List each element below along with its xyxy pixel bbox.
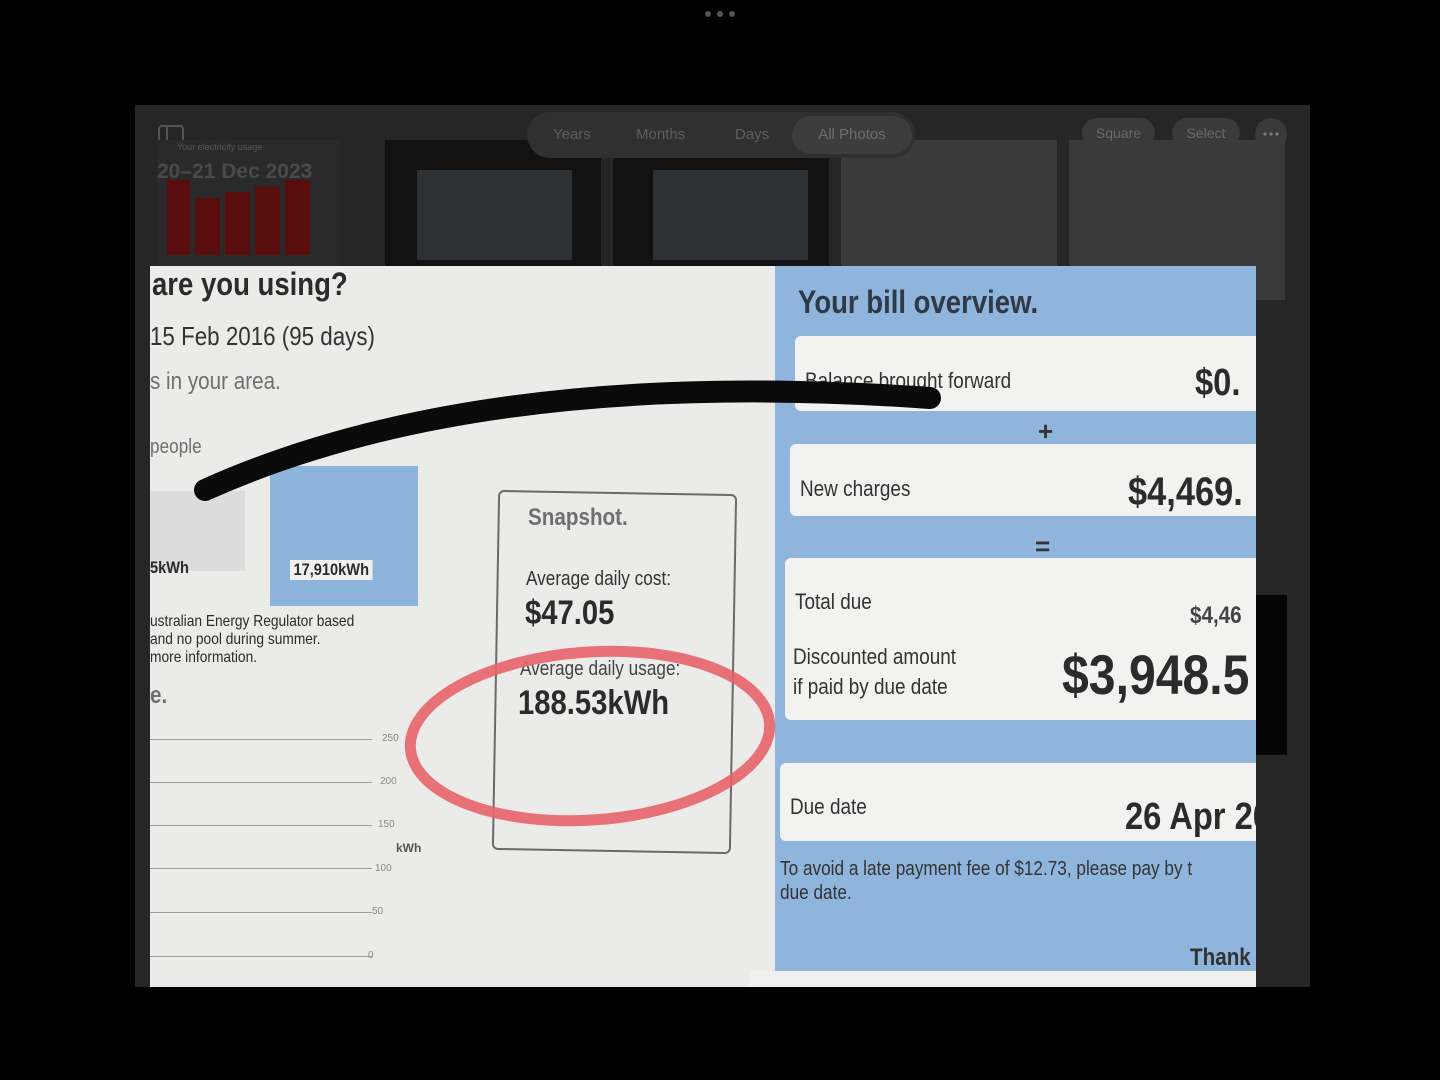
chart-line <box>150 782 372 783</box>
more-button[interactable] <box>1255 118 1287 150</box>
select-button[interactable]: Select <box>1172 118 1240 148</box>
usage-value: 188.53kWh <box>518 684 670 722</box>
window-handle[interactable] <box>700 8 740 20</box>
square-button[interactable]: Square <box>1082 118 1155 148</box>
bill-row <box>780 763 1256 841</box>
thumb-bar <box>225 192 250 255</box>
thumb-bar <box>167 180 190 255</box>
discount-label: if paid by due date <box>793 674 948 699</box>
period: 15 Feb 2016 (95 days) <box>150 321 375 351</box>
redaction-stroke <box>194 380 941 501</box>
bill-title: Your bill overview. <box>798 284 1039 320</box>
equals-sign: = <box>1035 531 1051 561</box>
axis-tick: 150 <box>378 819 395 830</box>
tab[interactable]: Months <box>636 126 686 143</box>
balance-value: $0. <box>1195 362 1241 404</box>
photo-viewer: are you using? 15 Feb 2016 (95 days) s i… <box>150 266 1256 987</box>
thumb-bar <box>195 198 220 255</box>
chart-line <box>150 868 372 869</box>
thumb-caption: Your electricity usage <box>177 142 263 152</box>
usage-bar <box>270 466 418 606</box>
cost-value: $47.05 <box>525 594 615 632</box>
thanks-text: Thank <box>1190 944 1251 971</box>
bill-edge <box>750 971 1256 987</box>
new-charges-label: New charges <box>800 476 911 501</box>
plus-sign: + <box>1038 416 1054 446</box>
due-date-label: Due date <box>790 794 867 819</box>
cost-label: Average daily cost: <box>526 568 672 590</box>
bill-row <box>790 444 1256 516</box>
axis-tick: 100 <box>375 863 392 874</box>
annotations <box>194 380 941 827</box>
note-line: and no pool during summer. <box>150 631 321 648</box>
thumb-date: 20–21 Dec 2023 <box>157 160 313 183</box>
heading: are you using? <box>152 266 348 302</box>
tab-selected[interactable]: All Photos <box>792 116 912 154</box>
tab[interactable]: Years <box>553 126 591 143</box>
people-text: people <box>150 436 202 458</box>
usage-label: Average daily usage: <box>520 658 681 680</box>
chart-line <box>150 739 372 740</box>
segmented-control: Years Months Days All Photos <box>527 112 915 158</box>
axis-tick: 200 <box>380 776 397 787</box>
axis-unit: kWh <box>396 841 422 855</box>
highlight-circle <box>404 645 776 827</box>
bill-row <box>785 558 1256 720</box>
note-line: ustralian Energy Regulator based <box>150 613 355 630</box>
total-due-value: $4,46 <box>1190 602 1242 629</box>
late-fee-note: due date. <box>780 882 852 904</box>
axis-tick: 250 <box>382 733 399 744</box>
bar-label: 17,910kWh <box>290 560 373 580</box>
due-date-value: 26 Apr 20 <box>1125 796 1256 838</box>
chart-line <box>150 912 372 913</box>
usage-bar <box>150 491 245 571</box>
total-due-label: Total due <box>795 589 872 614</box>
thumb-bar <box>255 187 280 255</box>
note-line: more information. <box>150 649 258 666</box>
area-text: s in your area. <box>150 368 281 395</box>
new-charges-value: $4,469. <box>1128 470 1243 514</box>
late-fee-note: To avoid a late payment fee of $12.73, p… <box>780 858 1193 880</box>
axis-tick: 50 <box>372 906 384 917</box>
thumb-bar <box>285 180 310 255</box>
axis-tick: 0 <box>368 950 374 961</box>
chart-line <box>150 825 372 826</box>
section-text: e. <box>150 682 168 709</box>
tab[interactable]: Days <box>735 126 770 143</box>
bar-label: 5kWh <box>150 558 189 577</box>
discount-label: Discounted amount <box>793 644 957 669</box>
chart-line <box>150 956 372 957</box>
snapshot-title: Snapshot. <box>528 504 628 531</box>
discount-value: $3,948.5 <box>1062 643 1250 706</box>
